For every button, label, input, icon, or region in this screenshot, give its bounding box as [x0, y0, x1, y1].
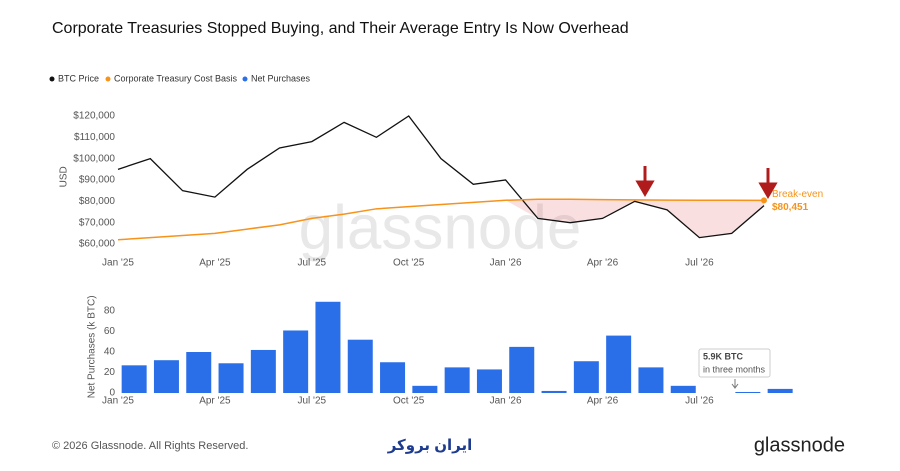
y-tick-label: 40: [104, 347, 116, 358]
legend-dot: [105, 76, 111, 82]
bar: [283, 330, 309, 393]
value-label: $80,451: [772, 202, 809, 213]
bar: [444, 367, 470, 393]
bar: [638, 367, 664, 393]
legend-label: Corporate Treasury Cost Basis: [114, 73, 238, 83]
legend-label: BTC Price: [58, 73, 99, 83]
x-tick-label: Oct '25: [393, 258, 425, 269]
annotation: Break-even: [772, 189, 823, 200]
bar: [218, 363, 244, 393]
annotation: 5.9K BTC: [703, 351, 744, 361]
y-tick-label: $120,000: [73, 111, 115, 122]
arrow: [758, 168, 778, 199]
arrow: [635, 166, 655, 197]
line: [117, 115, 765, 239]
x-tick-label: Jul '26: [685, 258, 714, 269]
bar: [573, 361, 599, 393]
y-tick-label: $90,000: [79, 175, 116, 186]
partner-logo: ایران بروکر: [387, 437, 473, 454]
bar: [509, 346, 535, 393]
bar: [347, 339, 373, 393]
line: [117, 198, 765, 241]
x-tick-label: Jan '26: [490, 396, 522, 407]
bar: [250, 349, 276, 393]
y-tick-label: $60,000: [79, 239, 116, 250]
y-axis-label: USD: [59, 166, 70, 187]
bar: [186, 352, 212, 393]
x-tick-label: Jul '25: [298, 258, 327, 269]
y-tick-label: 20: [104, 367, 116, 378]
bar: [412, 385, 438, 393]
bar: [735, 391, 761, 393]
x-tick-label: Apr '25: [199, 258, 231, 269]
y-tick-label: $80,000: [79, 196, 116, 207]
legend-dot: [242, 76, 248, 82]
bar: [606, 335, 632, 393]
y-axis-label: Net Purchases (k BTC): [87, 295, 98, 398]
legend-label: Net Purchases: [251, 73, 311, 83]
legend-dot: [49, 76, 55, 82]
x-tick-label: Oct '25: [393, 396, 425, 407]
bar: [670, 385, 696, 393]
brand: glassnode: [754, 434, 845, 456]
x-tick-label: Apr '26: [587, 396, 619, 407]
bar: [767, 388, 793, 393]
y-tick-label: $70,000: [79, 217, 116, 228]
bar: [380, 362, 406, 393]
y-tick-label: 60: [104, 326, 116, 337]
x-tick-label: Jan '25: [102, 258, 134, 269]
chart-title: Corporate Treasuries Stopped Buying, and…: [52, 20, 629, 37]
annotation-arrow: [731, 379, 739, 389]
bar: [476, 369, 502, 393]
bar: [121, 365, 147, 393]
annotation: in three months: [703, 364, 766, 374]
x-tick-label: Jan '25: [102, 396, 134, 407]
x-tick-label: Apr '26: [587, 258, 619, 269]
x-tick-label: Jul '26: [685, 396, 714, 407]
bar: [315, 301, 341, 393]
end-dot: [761, 197, 767, 204]
bar: [153, 360, 179, 393]
copyright: © 2026 Glassnode. All Rights Reserved.: [52, 440, 248, 452]
x-tick-label: Jan '26: [490, 258, 522, 269]
y-tick-label: 0: [109, 388, 115, 399]
annotation-box: [698, 348, 771, 378]
bar: [541, 390, 567, 393]
loss-area: [505, 199, 764, 238]
y-tick-label: $100,000: [73, 153, 115, 164]
y-tick-label: $110,000: [74, 132, 115, 143]
x-tick-label: Jul '25: [298, 396, 327, 407]
x-tick-label: Apr '25: [199, 396, 231, 407]
y-tick-label: 80: [104, 306, 116, 317]
